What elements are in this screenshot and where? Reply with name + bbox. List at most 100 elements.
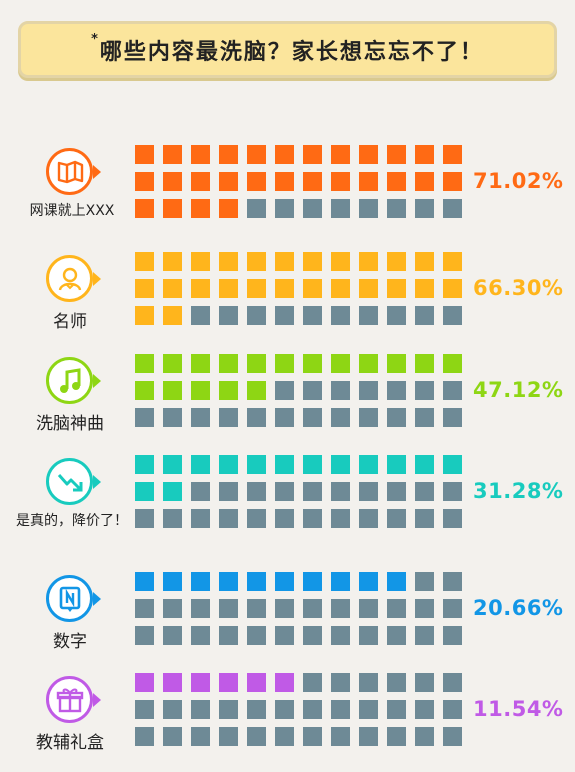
waffle-cell-empty [303,599,322,618]
waffle-cell-empty [415,727,434,746]
waffle-cell-empty [303,482,322,501]
waffle-cell-empty [303,199,322,218]
waffle-cell-filled [135,482,154,501]
waffle-cell-empty [387,482,406,501]
percent-label: 66.30% [473,276,564,300]
waffle-cell-empty [163,727,182,746]
waffle-cell-filled [163,381,182,400]
waffle-cell-filled [219,279,238,298]
icon-pointer [93,165,101,179]
waffle-cell-empty [331,199,350,218]
category-label: 洗脑神曲 [36,414,104,434]
waffle-cell-empty [443,599,462,618]
waffle-cell-filled [415,279,434,298]
waffle-cell-filled [443,252,462,271]
waffle-cell-filled [135,354,154,373]
waffle-cell-empty [443,626,462,645]
waffle-cell-filled [135,252,154,271]
waffle-cell-filled [415,354,434,373]
waffle-cell-filled [135,172,154,191]
waffle-cell-filled [303,572,322,591]
waffle-cell-filled [443,145,462,164]
waffle-cell-filled [359,172,378,191]
waffle-cell-empty [303,727,322,746]
waffle-cell-filled [191,572,210,591]
waffle-grid [135,673,465,753]
waffle-cell-filled [219,673,238,692]
waffle-cell-filled [219,145,238,164]
waffle-cell-empty [331,509,350,528]
waffle-cell-filled [303,252,322,271]
waffle-cell-empty [331,381,350,400]
waffle-cell-filled [443,455,462,474]
waffle-cell-empty [359,509,378,528]
waffle-cell-empty [443,306,462,325]
category-label: 数字 [53,632,87,652]
waffle-svg [135,354,462,427]
waffle-cell-filled [415,455,434,474]
waffle-cell-empty [247,509,266,528]
waffle-cell-filled [219,252,238,271]
waffle-cell-filled [387,455,406,474]
waffle-cell-empty [163,626,182,645]
waffle-cell-filled [275,172,294,191]
waffle-svg [135,145,462,218]
waffle-cell-filled [135,381,154,400]
waffle-cell-filled [163,673,182,692]
waffle-svg [135,673,462,746]
waffle-cell-empty [331,306,350,325]
waffle-cell-empty [135,509,154,528]
waffle-cell-empty [135,599,154,618]
waffle-cell-empty [191,408,210,427]
waffle-cell-filled [387,252,406,271]
waffle-cell-empty [163,599,182,618]
waffle-cell-empty [331,599,350,618]
waffle-grid [135,145,465,225]
waffle-cell-filled [247,381,266,400]
waffle-cell-filled [359,252,378,271]
teacher-icon [46,255,93,302]
icon-pointer [93,592,101,606]
category-label: 教辅礼盒 [36,733,104,753]
waffle-cell-empty [331,727,350,746]
waffle-cell-filled [359,572,378,591]
title-banner: *哪些内容最洗脑？家长想忘忘不了！ [18,21,557,78]
waffle-cell-empty [443,509,462,528]
waffle-cell-empty [387,626,406,645]
icon-pointer [93,475,101,489]
waffle-cell-empty [387,199,406,218]
waffle-cell-empty [219,306,238,325]
waffle-cell-empty [191,306,210,325]
waffle-cell-filled [415,252,434,271]
waffle-cell-empty [275,626,294,645]
waffle-cell-empty [303,626,322,645]
waffle-svg [135,252,462,325]
waffle-cell-empty [387,381,406,400]
waffle-cell-filled [191,354,210,373]
waffle-cell-filled [163,279,182,298]
waffle-cell-empty [331,408,350,427]
waffle-cell-filled [303,354,322,373]
waffle-cell-filled [275,279,294,298]
waffle-cell-empty [359,700,378,719]
category-label: 是真的，降价了！ [16,513,128,529]
waffle-cell-filled [135,199,154,218]
waffle-cell-empty [331,700,350,719]
waffle-grid [135,252,465,332]
waffle-cell-filled [359,279,378,298]
waffle-svg [135,455,462,528]
waffle-cell-filled [331,354,350,373]
waffle-cell-filled [247,252,266,271]
waffle-cell-filled [219,455,238,474]
waffle-cell-empty [275,199,294,218]
waffle-grid [135,572,465,652]
waffle-cell-empty [275,482,294,501]
waffle-cell-filled [275,455,294,474]
waffle-cell-empty [387,673,406,692]
waffle-cell-empty [415,306,434,325]
percent-label: 20.66% [473,596,564,620]
waffle-cell-empty [415,700,434,719]
waffle-cell-empty [415,408,434,427]
waffle-cell-empty [359,599,378,618]
waffle-cell-empty [191,599,210,618]
